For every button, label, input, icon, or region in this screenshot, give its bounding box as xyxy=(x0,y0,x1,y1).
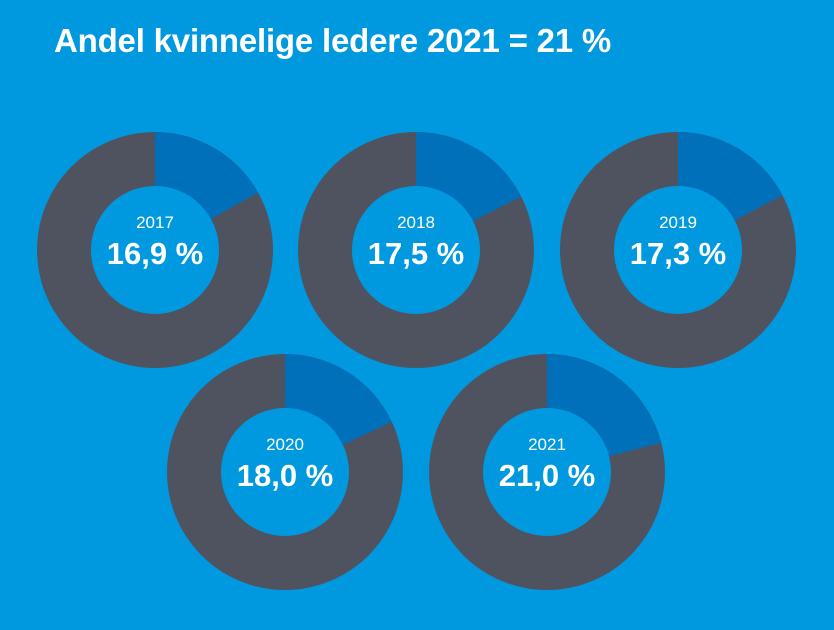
year-label: 2017 xyxy=(136,213,174,232)
donut-2017: 2017 16,9 % xyxy=(37,132,273,368)
value-label: 21,0 % xyxy=(499,458,596,493)
value-label: 18,0 % xyxy=(237,458,334,493)
value-label: 17,5 % xyxy=(368,236,465,271)
value-label: 17,3 % xyxy=(630,236,727,271)
donut-2019: 2019 17,3 % xyxy=(560,132,796,368)
donut-hole xyxy=(91,186,219,314)
donut-hole xyxy=(483,408,611,536)
donut-hole xyxy=(221,408,349,536)
value-label: 16,9 % xyxy=(107,236,204,271)
year-label: 2020 xyxy=(266,435,304,454)
donut-hole xyxy=(614,186,742,314)
year-label: 2021 xyxy=(528,435,566,454)
donut-2021: 2021 21,0 % xyxy=(429,354,665,590)
donut-2020: 2020 18,0 % xyxy=(167,354,403,590)
year-label: 2018 xyxy=(397,213,435,232)
donut-hole xyxy=(352,186,480,314)
year-label: 2019 xyxy=(659,213,697,232)
page-title: Andel kvinnelige ledere 2021 = 21 % xyxy=(54,22,612,59)
donut-2018: 2018 17,5 % xyxy=(298,132,534,368)
